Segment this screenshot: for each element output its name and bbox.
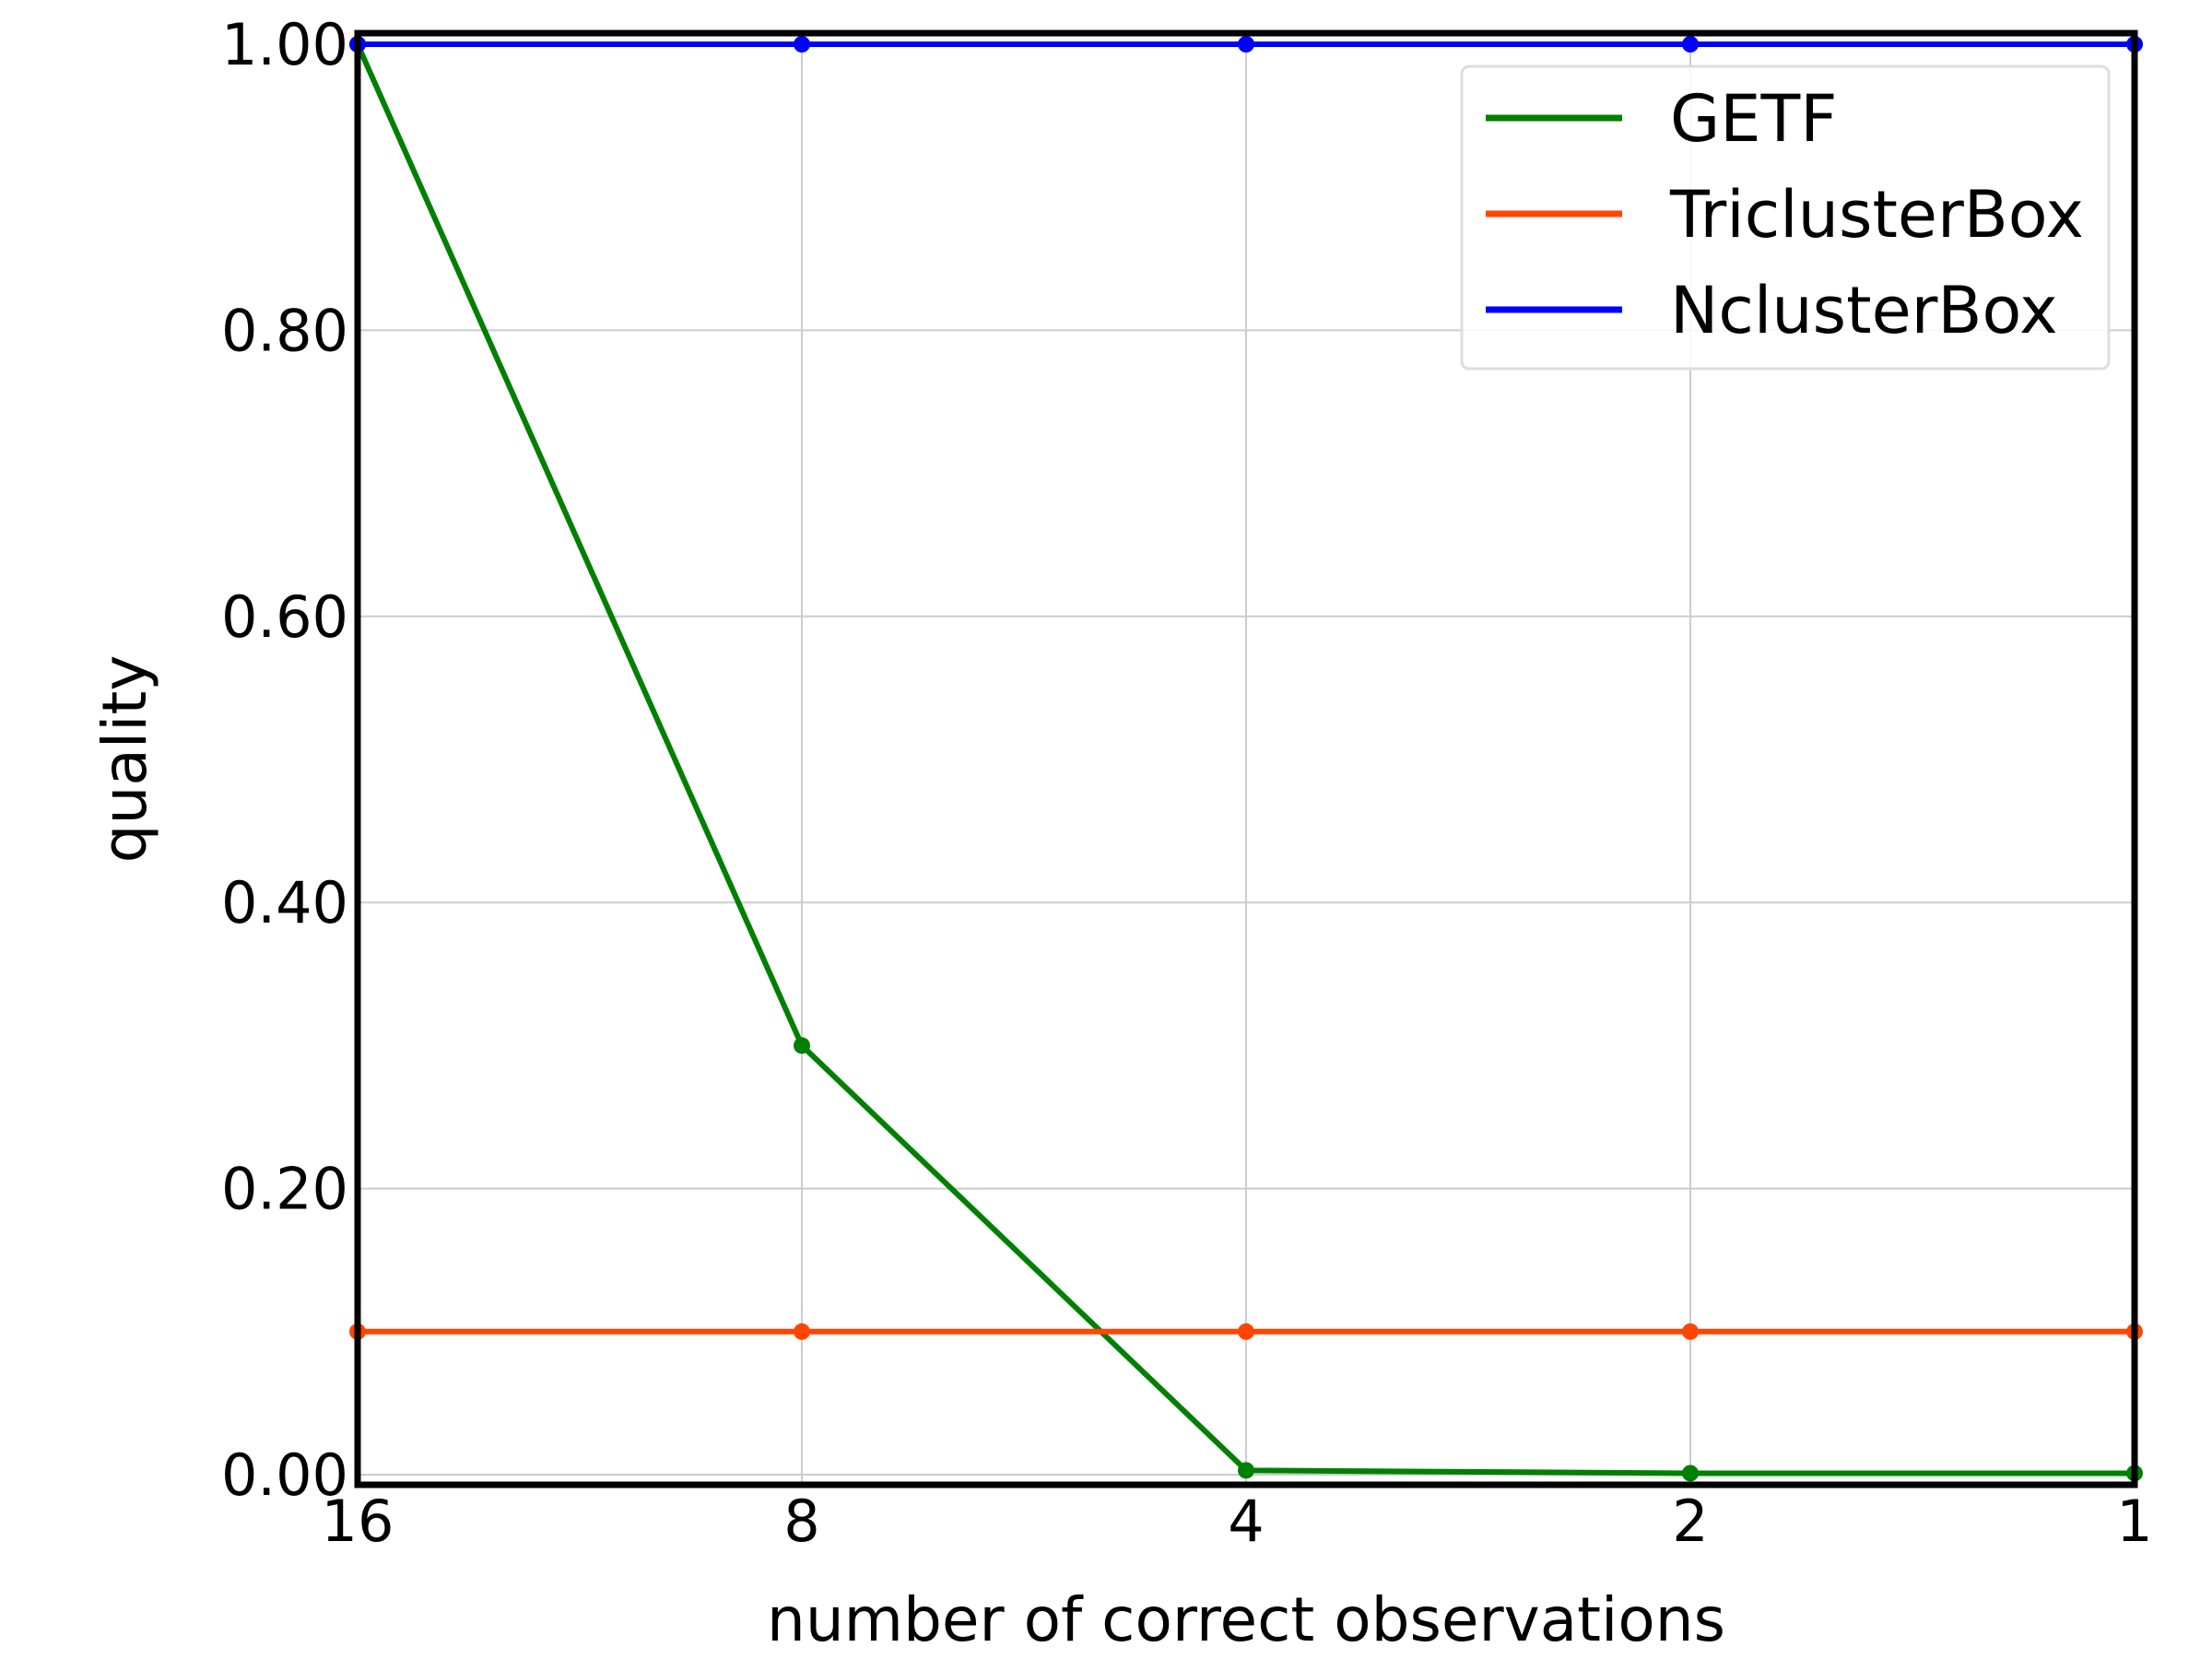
y-axis-label: quality bbox=[89, 655, 160, 864]
data-point-triclusterbox bbox=[794, 1323, 810, 1340]
data-point-nclusterbox bbox=[1682, 36, 1699, 53]
plot-frame bbox=[354, 29, 2138, 1488]
x-axis-label: number of correct observations bbox=[767, 1584, 1725, 1655]
x-tick-label: 1 bbox=[2116, 1488, 2152, 1555]
legend: GETF TriclusterBox NclusterBox bbox=[1460, 65, 2111, 371]
data-point-getf bbox=[1238, 1462, 1254, 1479]
y-tick-label: 0.00 bbox=[221, 1441, 348, 1509]
x-tick-label: 4 bbox=[1228, 1488, 1264, 1555]
y-tick-label: 0.80 bbox=[221, 297, 348, 364]
data-point-nclusterbox bbox=[794, 36, 810, 53]
y-tick-label: 0.60 bbox=[221, 583, 348, 651]
y-tick-label: 0.20 bbox=[221, 1156, 348, 1223]
x-tick-label: 8 bbox=[783, 1488, 819, 1555]
series-layer bbox=[349, 36, 2143, 1482]
data-point-getf bbox=[1682, 1465, 1699, 1482]
legend-label-getf: GETF bbox=[1670, 81, 1838, 157]
x-axis-ticks: 16 8 4 2 1 bbox=[322, 1488, 2153, 1555]
legend-label-triclusterbox: TriclusterBox bbox=[1669, 177, 2084, 253]
data-point-nclusterbox bbox=[1238, 36, 1254, 53]
y-axis-ticks: 0.00 0.20 0.40 0.60 0.80 1.00 bbox=[221, 11, 348, 1509]
legend-box bbox=[1460, 65, 2111, 371]
x-tick-label: 2 bbox=[1672, 1488, 1708, 1555]
x-tick-label: 16 bbox=[322, 1488, 394, 1555]
y-tick-label: 1.00 bbox=[221, 11, 348, 78]
data-point-triclusterbox bbox=[1682, 1323, 1699, 1340]
legend-label-nclusterbox: NclusterBox bbox=[1670, 273, 2058, 348]
data-point-triclusterbox bbox=[1238, 1323, 1254, 1340]
data-point-getf bbox=[794, 1037, 810, 1054]
y-tick-label: 0.40 bbox=[221, 869, 348, 936]
